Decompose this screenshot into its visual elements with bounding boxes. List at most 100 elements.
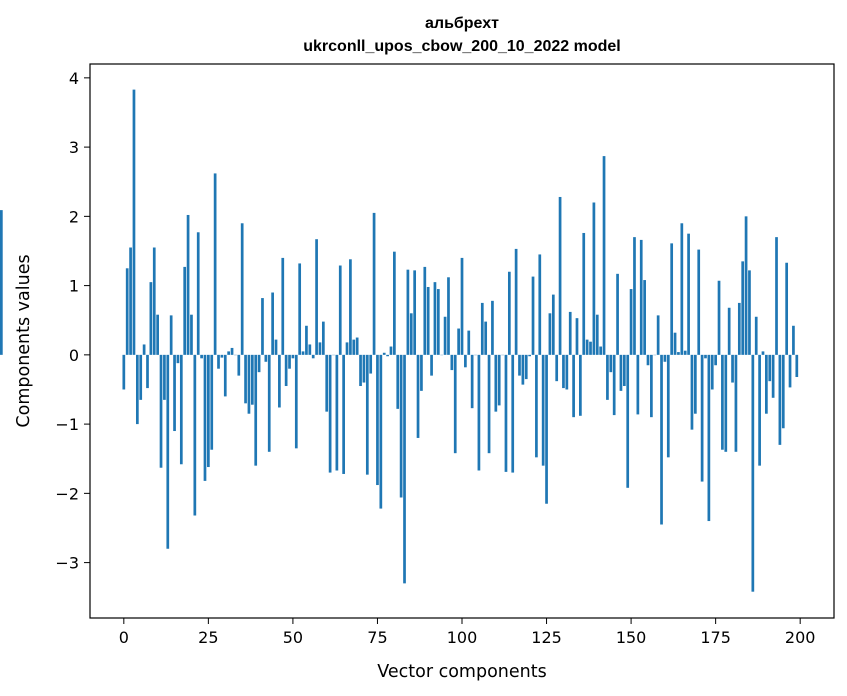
bar: [146, 354, 149, 389]
bar: [406, 269, 410, 355]
bar: [524, 354, 528, 380]
bar: [139, 354, 143, 400]
bar: [278, 354, 281, 408]
bar: [595, 314, 599, 355]
bar: [294, 354, 298, 449]
bar: [409, 313, 413, 355]
bar: [737, 302, 741, 355]
bar: [551, 294, 555, 355]
bar: [768, 354, 772, 382]
bar: [511, 354, 515, 473]
bar: [619, 354, 623, 391]
bar: [325, 354, 329, 412]
bar: [589, 341, 592, 355]
bar: [200, 354, 203, 359]
bar: [585, 339, 589, 355]
bar: [507, 271, 511, 355]
bar: [230, 347, 234, 355]
bar: [480, 302, 484, 355]
bar: [345, 342, 349, 355]
bar: [582, 232, 586, 355]
bar: [575, 318, 579, 355]
bar: [518, 354, 521, 376]
y-tick-label: 0: [69, 346, 79, 365]
bar: [179, 354, 183, 465]
bar: [727, 307, 731, 355]
bar: [754, 316, 758, 355]
bar: [643, 280, 646, 355]
bar: [362, 354, 366, 383]
x-tick-label: 200: [785, 628, 816, 647]
bar: [562, 354, 565, 389]
bar: [376, 354, 379, 486]
bar: [264, 354, 268, 362]
bar: [447, 277, 450, 355]
bar: [129, 247, 132, 355]
bar: [426, 286, 430, 355]
bar: [382, 352, 386, 355]
bar: [765, 354, 768, 414]
bar: [393, 251, 396, 355]
bar: [545, 354, 548, 504]
bar: [721, 354, 724, 450]
x-tick-label: 125: [531, 628, 562, 647]
bar: [528, 354, 531, 357]
bar: [497, 354, 501, 406]
bar: [788, 354, 792, 388]
bar: [548, 313, 552, 355]
bar: [622, 354, 626, 387]
bar: [122, 354, 126, 390]
bar: [504, 354, 508, 472]
bar: [592, 202, 596, 355]
bar: [0, 210, 3, 355]
bar: [210, 354, 214, 450]
bar: [531, 276, 535, 355]
x-tick-label: 25: [198, 628, 218, 647]
bar: [274, 339, 278, 355]
bar: [697, 249, 701, 355]
bar: [670, 243, 674, 355]
bar: [724, 354, 728, 452]
bar: [237, 354, 241, 376]
bar: [213, 173, 217, 355]
bar: [132, 89, 136, 355]
bar: [494, 354, 498, 412]
bar: [163, 354, 166, 400]
bar: [291, 354, 295, 359]
bar: [183, 266, 187, 355]
y-tick-label: −2: [55, 484, 79, 503]
bar: [250, 354, 254, 405]
bar: [386, 354, 389, 357]
bar: [484, 321, 488, 355]
bar: [217, 354, 220, 369]
bar: [650, 354, 653, 418]
bar: [247, 354, 251, 414]
bar: [305, 325, 308, 355]
bar: [470, 354, 474, 409]
bar: [142, 344, 146, 355]
bar: [352, 339, 356, 355]
plot-frame: [89, 63, 835, 619]
bar: [646, 354, 650, 366]
bar: [731, 354, 734, 383]
bar: [193, 354, 197, 516]
bar: [487, 354, 491, 454]
bar: [666, 354, 670, 458]
bar: [416, 354, 420, 438]
bar: [555, 354, 559, 382]
bar: [514, 248, 518, 355]
bar: [420, 354, 423, 391]
chart-title-line2: ukrconll_upos_cbow_200_10_2022 model: [303, 38, 620, 55]
bar: [338, 265, 342, 355]
y-axis-label: Components values: [14, 254, 34, 427]
bar: [491, 300, 494, 355]
bar: [568, 311, 572, 355]
bar: [203, 354, 207, 481]
bar: [792, 325, 795, 355]
bar: [633, 237, 636, 355]
bar: [423, 266, 427, 355]
bar: [636, 354, 640, 415]
x-axis-ticks: 0 25 50 75 100 125 150 175 200: [119, 618, 816, 647]
chart-title-line1: альбрехт: [425, 15, 499, 32]
bar: [369, 354, 373, 374]
